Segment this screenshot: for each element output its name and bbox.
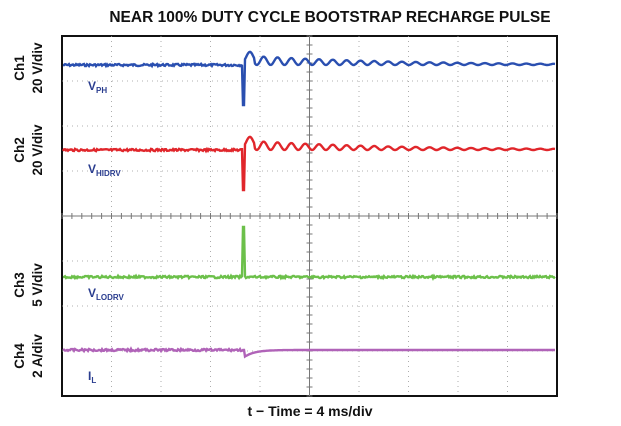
trace-symbol: I xyxy=(88,369,91,383)
trace-subscript: HIDRV xyxy=(96,169,121,178)
x-axis-label: t − Time = 4 ms/div xyxy=(247,403,372,419)
trace-symbol: V xyxy=(88,79,96,93)
trace-symbol: V xyxy=(88,286,96,300)
channel-name: Ch2 xyxy=(12,137,27,163)
trace-label: IL xyxy=(88,369,96,385)
channel-scale: 2 A/div xyxy=(30,334,45,378)
trace-label: VHIDRV xyxy=(88,162,121,178)
trace xyxy=(62,346,555,359)
channel-name: Ch4 xyxy=(12,343,27,369)
channel-name: Ch1 xyxy=(12,55,27,81)
channel-scale: 5 V/div xyxy=(30,263,45,307)
trace xyxy=(62,225,556,281)
trace-subscript: PH xyxy=(96,86,107,95)
trace-label: VLODRV xyxy=(88,286,125,302)
channel-scale: 20 V/div xyxy=(30,42,45,94)
trace-label: VPH xyxy=(88,79,107,95)
trace xyxy=(62,50,556,107)
channel-name: Ch3 xyxy=(12,272,27,298)
channel-scale: 20 V/div xyxy=(30,124,45,176)
grid xyxy=(61,35,558,397)
traces xyxy=(62,50,556,359)
trace-subscript: LODRV xyxy=(96,293,125,302)
title: NEAR 100% DUTY CYCLE BOOTSTRAP RECHARGE … xyxy=(109,9,550,26)
trace xyxy=(62,135,556,192)
trace-subscript: L xyxy=(91,376,96,385)
trace-symbol: V xyxy=(88,162,96,176)
